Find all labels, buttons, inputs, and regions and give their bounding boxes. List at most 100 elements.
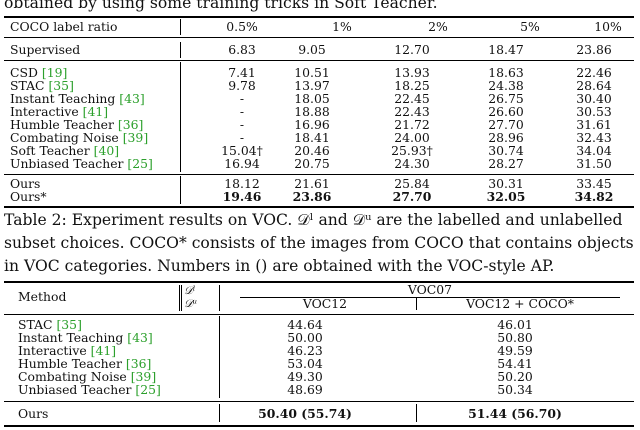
citation-link[interactable]: [39]	[122, 130, 149, 145]
col-separator	[180, 42, 181, 58]
citation-link[interactable]: [35]	[48, 78, 74, 93]
cell: 22.46	[576, 65, 612, 80]
citation-link[interactable]: [25]	[135, 382, 161, 397]
cell: 26.60	[488, 104, 524, 119]
citation-link[interactable]: [36]	[117, 117, 144, 132]
cell: 53.04	[287, 356, 323, 371]
header-col-4: 5%	[520, 19, 540, 34]
citation-link[interactable]: [39]	[130, 369, 157, 384]
col-separator	[180, 19, 181, 35]
cell: 31.61	[576, 117, 612, 132]
header-unlabelled-set: 𝒟ᵘ	[184, 297, 198, 310]
method-name: Soft Teacher	[10, 143, 90, 158]
cell: 7.41	[228, 65, 256, 80]
citation-link[interactable]: [43]	[127, 330, 153, 345]
cell: 10.51	[294, 65, 330, 80]
col-separator	[416, 298, 417, 310]
cell: 18.12	[224, 176, 260, 191]
cell: 16.96	[294, 117, 330, 132]
header-col-3: 2%	[428, 19, 448, 34]
cell: 9.05	[298, 42, 326, 57]
cell: 27.70	[488, 117, 524, 132]
cell: 18.47	[488, 42, 524, 57]
method-name: Instant Teaching	[10, 91, 116, 106]
cell: 24.00	[394, 130, 430, 145]
cell: 32.05	[486, 189, 526, 204]
header-col-voc12: VOC12	[302, 296, 348, 311]
citation-link[interactable]: [19]	[41, 65, 68, 80]
method-name: Combating Noise	[10, 130, 119, 145]
cell: 19.46	[222, 189, 262, 204]
cell: 31.50	[576, 156, 612, 171]
cell: 18.88	[294, 104, 330, 119]
cell: 12.70	[394, 42, 430, 57]
citation-link[interactable]: [35]	[56, 317, 82, 332]
table-rule-methods	[4, 401, 634, 402]
cell: 18.41	[294, 130, 330, 145]
table-rule-header	[4, 37, 634, 38]
cell: 18.25	[394, 78, 430, 93]
table-rule-supervised	[4, 60, 634, 61]
citation-link[interactable]: [41]	[90, 343, 117, 358]
cell: 48.69	[287, 382, 323, 397]
cell: 46.23	[287, 343, 323, 358]
cell: 27.70	[392, 189, 432, 204]
cell: 24.30	[394, 156, 430, 171]
cell: 50.20	[497, 369, 533, 384]
method-name: Combating Noise	[18, 369, 127, 384]
cell: 50.00	[287, 330, 323, 345]
col-separator	[219, 285, 220, 311]
row-supervised-name: Supervised	[10, 42, 81, 57]
cell: 33.45	[576, 176, 612, 191]
preceding-text: obtained by using some training tricks i…	[4, 0, 438, 12]
method-name: Humble Teacher	[10, 117, 114, 132]
cell: -	[239, 104, 245, 119]
cell: 54.41	[497, 356, 533, 371]
citation-link[interactable]: [25]	[127, 156, 153, 171]
group-underline	[240, 297, 620, 298]
method-name: Unbiased Teacher	[18, 382, 132, 397]
cell: 51.44 (56.70)	[468, 406, 562, 421]
header-col-1: 0.5%	[226, 19, 258, 34]
cell: 23.86	[576, 42, 612, 57]
cell: 20.75	[294, 156, 330, 171]
table-rule-top	[4, 281, 634, 283]
col-separator	[219, 404, 220, 422]
cell: 25.93†	[391, 143, 433, 158]
cell: 30.53	[576, 104, 612, 119]
col-separator	[181, 285, 182, 311]
cell: -	[239, 117, 245, 132]
method-name: Instant Teaching	[18, 330, 124, 345]
cell: 30.31	[488, 176, 524, 191]
table-caption-line-1: Table 2: Experiment results on VOC. 𝒟ˡ a…	[4, 211, 623, 229]
col-separator	[416, 404, 417, 422]
table-caption-line-3: in VOC categories. Numbers in () are obt…	[4, 257, 555, 275]
col-separator	[179, 285, 180, 311]
cell: 13.97	[294, 78, 330, 93]
cell: 26.75	[488, 91, 524, 106]
cell: 22.43	[394, 104, 430, 119]
cell: 34.04	[576, 143, 612, 158]
cell: 30.74	[488, 143, 524, 158]
method-name: CSD	[10, 65, 38, 80]
method-name: Humble Teacher	[18, 356, 122, 371]
cell: 6.83	[228, 42, 256, 57]
cell: 16.94	[224, 156, 260, 171]
cell: 50.80	[497, 330, 533, 345]
cell: 50.34	[497, 382, 533, 397]
citation-link[interactable]: [41]	[82, 104, 109, 119]
cell: 32.43	[576, 130, 612, 145]
table-rule-bottom	[4, 425, 634, 427]
method-name: STAC	[18, 317, 53, 332]
method-name: Unbiased Teacher	[10, 156, 124, 171]
method-name: STAC	[10, 78, 45, 93]
citation-link[interactable]: [40]	[93, 143, 120, 158]
cell: 21.72	[394, 117, 430, 132]
method-name: Interactive	[18, 343, 87, 358]
cell: 34.82	[574, 189, 614, 204]
cell: 30.40	[576, 91, 612, 106]
header-label: COCO label ratio	[10, 19, 118, 34]
citation-link[interactable]: [36]	[125, 356, 152, 371]
citation-link[interactable]: [43]	[119, 91, 145, 106]
method-name: Ours	[10, 176, 41, 191]
